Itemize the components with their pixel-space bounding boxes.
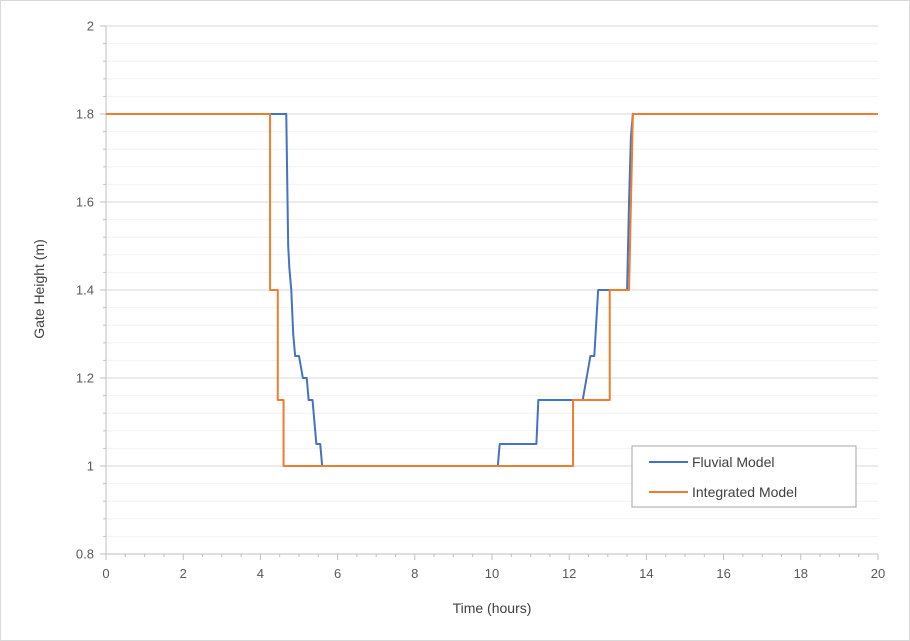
x-tick-label: 12 [562, 566, 576, 581]
x-tick-label: 10 [485, 566, 499, 581]
y-tick-label: 1.4 [76, 283, 94, 298]
x-tick-label: 0 [102, 566, 109, 581]
x-tick-labels: 0 2 4 6 8 10 12 14 16 18 20 [102, 566, 885, 581]
legend-label-fluvial: Fluvial Model [692, 454, 774, 470]
y-tick-label: 2 [87, 19, 94, 34]
y-tick-label: 1.6 [76, 195, 94, 210]
minor-gridlines [106, 43, 878, 537]
y-tick-label: 1.2 [76, 371, 94, 386]
x-axis-title: Time (hours) [453, 600, 532, 616]
major-gridlines [106, 25, 878, 467]
legend-box [631, 445, 857, 508]
y-tick-label: 1 [87, 459, 94, 474]
x-tick-label: 16 [716, 566, 730, 581]
y-tick-labels: 0.8 1 1.2 1.4 1.6 1.8 2 [76, 19, 94, 562]
x-tick-label: 8 [411, 566, 418, 581]
x-tick-label: 6 [334, 566, 341, 581]
y-tick-label: 1.8 [76, 107, 94, 122]
legend-label-integrated: Integrated Model [692, 484, 797, 500]
x-tick-label: 20 [871, 566, 885, 581]
series-layer [106, 113, 878, 467]
series-line-fluvial-model [144, 113, 878, 467]
y-axis-title: Gate Height (m) [31, 239, 47, 339]
series-line-integrated-model [106, 113, 878, 467]
x-tick-label: 18 [794, 566, 808, 581]
y-tick-label: 0.8 [76, 547, 94, 562]
x-tick-label: 4 [257, 566, 264, 581]
legend: Fluvial Model Integrated Model [631, 445, 857, 508]
x-tick-label: 2 [180, 566, 187, 581]
x-tick-label: 14 [639, 566, 653, 581]
